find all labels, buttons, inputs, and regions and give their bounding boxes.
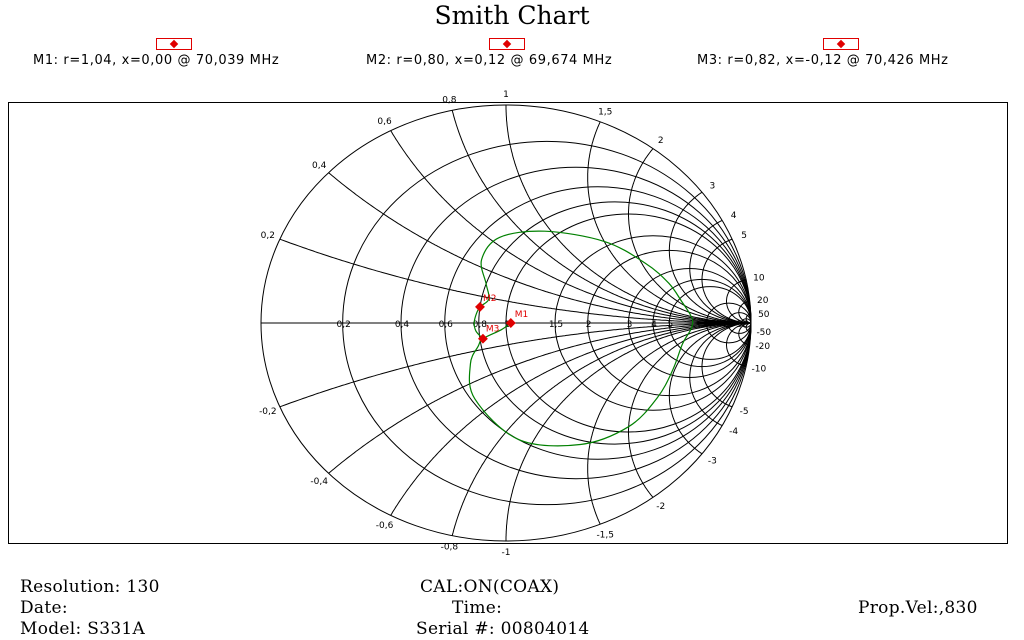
chart-title: Smith Chart [434,1,590,30]
reactance-arc-positive [451,110,751,324]
reactance-arc-positive [668,191,751,324]
reactance-tick-label: 2 [658,136,664,146]
reactance-tick-label: -2 [656,502,665,512]
reactance-arc-negative [726,322,751,367]
reactance-arc-negative [668,322,751,455]
resistance-tick-label: 1 [504,320,510,330]
reactance-tick-label: 1,5 [598,108,612,118]
reactance-arc-negative [745,322,752,333]
reactance-tick-label: 5 [741,231,747,241]
reactance-tick-label: 50 [758,310,770,320]
reactance-tick-label: 0,8 [442,96,457,106]
reactance-tick-label: -10 [752,364,767,374]
resistance-tick-label: 3 [627,320,633,330]
reactance-tick-label: 20 [757,296,769,306]
reactance-tick-label: 0,4 [312,161,327,171]
plot-frame [8,102,1008,544]
marker-2-indicator[interactable] [489,38,525,50]
resistance-tick-label: 0,4 [395,320,410,330]
reactance-tick-label: -1,5 [596,530,614,540]
reactance-arc-positive [738,300,751,324]
reactance-tick-label: 0,2 [261,231,275,241]
marker-point-m2 [475,301,485,312]
reactance-arc-negative [587,322,751,525]
prop-vel-label: Prop.Vel:,830 [858,598,978,618]
resistance-tick-label: 5 [667,320,673,330]
reactance-arc-positive [726,279,751,324]
resistance-tick-label: 0,2 [337,320,351,330]
impedance-trace [468,230,694,447]
reactance-arc-negative [279,322,751,408]
model-label: Model: S331A [20,619,146,639]
reactance-arc-negative [328,322,751,474]
reactance-tick-label: -3 [708,456,717,466]
reactance-arc-positive [279,238,751,324]
marker-3-readout: M3: r=0,82, x=-0,12 @ 70,426 MHz [697,53,949,68]
reactance-tick-label: -5 [740,407,749,417]
reactance-arc-negative [738,322,751,346]
reactance-arc-positive [745,313,752,324]
resistance-tick-label: 1,5 [549,320,563,330]
reactance-arc-negative [390,322,751,516]
resolution-label: Resolution: 130 [20,577,160,597]
marker-2-readout: M2: r=0,80, x=0,12 @ 69,674 MHz [366,53,613,68]
reactance-arc-positive [701,238,751,324]
reactance-arc-positive [628,148,751,324]
marker-point-m3 [477,333,488,344]
reactance-tick-label: -0,4 [310,477,328,487]
resistance-tick-label: 10 [702,320,714,330]
marker-label-m3: M3 [486,325,500,335]
marker-point-m1 [505,318,516,328]
reactance-tick-label: -0,6 [376,521,394,531]
resistance-tick-label: 2 [586,320,592,330]
date-label: Date: [20,598,68,618]
marker-label-m2: M2 [483,294,497,304]
marker-1-readout: M1: r=1,04, x=0,00 @ 70,039 MHz [33,53,280,68]
reactance-tick-label: 10 [753,274,765,284]
reactance-tick-label: 4 [731,211,737,221]
reactance-tick-label: -1 [502,548,511,558]
reactance-arc-negative [505,322,751,541]
resistance-tick-label: 0,8 [473,320,488,330]
reactance-tick-label: -4 [729,427,738,437]
resistance-tick-label: 20 [723,320,735,330]
marker-1-indicator[interactable] [156,38,192,50]
reactance-arc-positive [689,219,751,324]
reactance-tick-label: 0,6 [377,117,392,127]
reactance-tick-label: 3 [710,182,716,192]
cal-status: CAL:ON(COAX) [420,577,560,597]
marker-label-m1: M1 [515,310,529,320]
reactance-arc-negative [701,322,751,408]
reactance-arc-negative [628,322,751,498]
reactance-tick-label: -0,8 [441,542,459,552]
time-label: Time: [452,598,503,618]
reactance-arc-negative [689,322,751,427]
reactance-tick-label: 1 [503,90,509,100]
reactance-arc-positive [505,105,751,324]
reactance-arc-positive [390,130,751,324]
resistance-tick-label: 4 [651,320,657,330]
resistance-tick-label: 0,6 [439,320,454,330]
serial-number: Serial #: 00804014 [416,619,590,639]
reactance-tick-label: -0,2 [259,407,277,417]
reactance-arc-positive [328,172,751,324]
reactance-arc-positive [587,121,751,324]
marker-3-indicator[interactable] [823,38,859,50]
resistance-tick-label: 50 [737,320,749,330]
reactance-tick-label: -20 [755,342,770,352]
reactance-tick-label: -50 [756,328,771,338]
reactance-arc-negative [451,322,751,536]
